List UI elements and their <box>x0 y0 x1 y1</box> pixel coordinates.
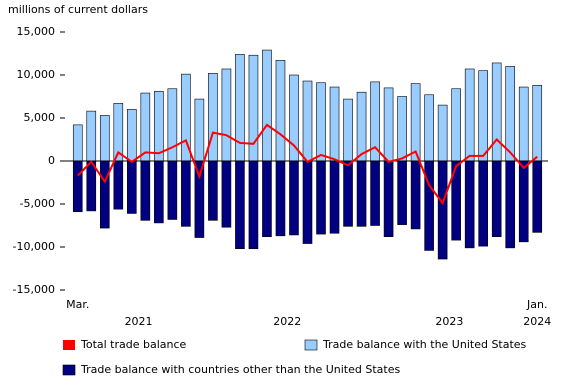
bar <box>235 160 245 250</box>
bar <box>140 160 151 221</box>
bar <box>127 160 137 214</box>
bar <box>221 160 232 228</box>
line <box>77 123 538 206</box>
bar <box>316 82 326 162</box>
bar <box>329 160 340 234</box>
bar <box>99 160 110 229</box>
bar <box>370 160 380 226</box>
x-tick-label: Jan. <box>526 298 547 311</box>
y-axis-label: millions of current dollars <box>8 3 148 16</box>
bar <box>72 124 83 162</box>
bar <box>424 160 434 251</box>
bar <box>208 160 218 221</box>
legend-swatch <box>62 364 76 376</box>
legend-label: Trade balance with the United States <box>322 338 527 351</box>
bar <box>491 62 502 162</box>
bar <box>127 109 137 162</box>
bar <box>235 54 245 162</box>
y-tick-label: -15,000 <box>13 283 55 296</box>
bar <box>343 98 353 162</box>
bar <box>208 72 218 162</box>
x-tick-label: Mar. <box>66 298 89 311</box>
legend-swatch <box>63 340 75 350</box>
year-label: 2023 <box>435 315 463 328</box>
year-label: 2022 <box>273 315 301 328</box>
bar <box>194 160 205 238</box>
bar <box>505 160 516 249</box>
bar <box>478 70 488 162</box>
bar <box>221 68 232 162</box>
legend-swatch <box>304 339 318 351</box>
bar <box>383 160 394 237</box>
bar <box>478 160 488 247</box>
bar <box>383 87 394 162</box>
bar <box>451 88 461 162</box>
bar <box>464 160 475 249</box>
bar <box>491 160 502 237</box>
bar <box>343 160 353 227</box>
bar <box>154 160 164 224</box>
bar <box>464 68 475 162</box>
bar <box>262 49 272 162</box>
bar <box>356 160 367 227</box>
bar <box>275 160 286 237</box>
bar <box>505 66 516 162</box>
bar <box>437 160 448 260</box>
bar <box>397 96 407 162</box>
bar <box>248 54 259 162</box>
bar <box>181 160 191 227</box>
bar <box>167 160 178 220</box>
bar <box>424 94 434 162</box>
bar <box>410 83 421 162</box>
year-label: 2024 <box>523 315 551 328</box>
bar <box>316 160 326 235</box>
bar <box>113 160 124 210</box>
y-tick-label: 5,000 <box>24 111 56 124</box>
y-tick-label: 15,000 <box>17 25 56 38</box>
bar <box>86 110 97 162</box>
bar <box>518 86 529 162</box>
bar <box>532 85 543 162</box>
y-tick-label: 0 <box>48 154 55 167</box>
bar <box>99 115 110 162</box>
bar <box>356 91 367 162</box>
bar <box>262 160 272 237</box>
bar <box>86 160 97 212</box>
bar <box>410 160 421 230</box>
bar <box>302 80 313 162</box>
bar <box>194 98 205 162</box>
bar <box>532 160 543 233</box>
legend-label: Trade balance with countries other than … <box>80 363 400 376</box>
bar <box>518 160 529 243</box>
y-tick-label: -10,000 <box>13 240 55 253</box>
bar <box>329 86 340 162</box>
bar <box>72 160 83 213</box>
bar <box>248 160 259 250</box>
bar <box>167 88 178 162</box>
year-label: 2021 <box>125 315 153 328</box>
bar <box>397 160 407 225</box>
bar <box>154 91 164 162</box>
bar <box>437 104 448 162</box>
bar <box>289 160 299 236</box>
y-tick-label: -5,000 <box>20 197 55 210</box>
bar <box>275 60 286 162</box>
bar <box>140 92 151 162</box>
y-tick-label: 10,000 <box>17 68 56 81</box>
legend-label: Total trade balance <box>80 338 187 351</box>
bar <box>302 160 313 244</box>
